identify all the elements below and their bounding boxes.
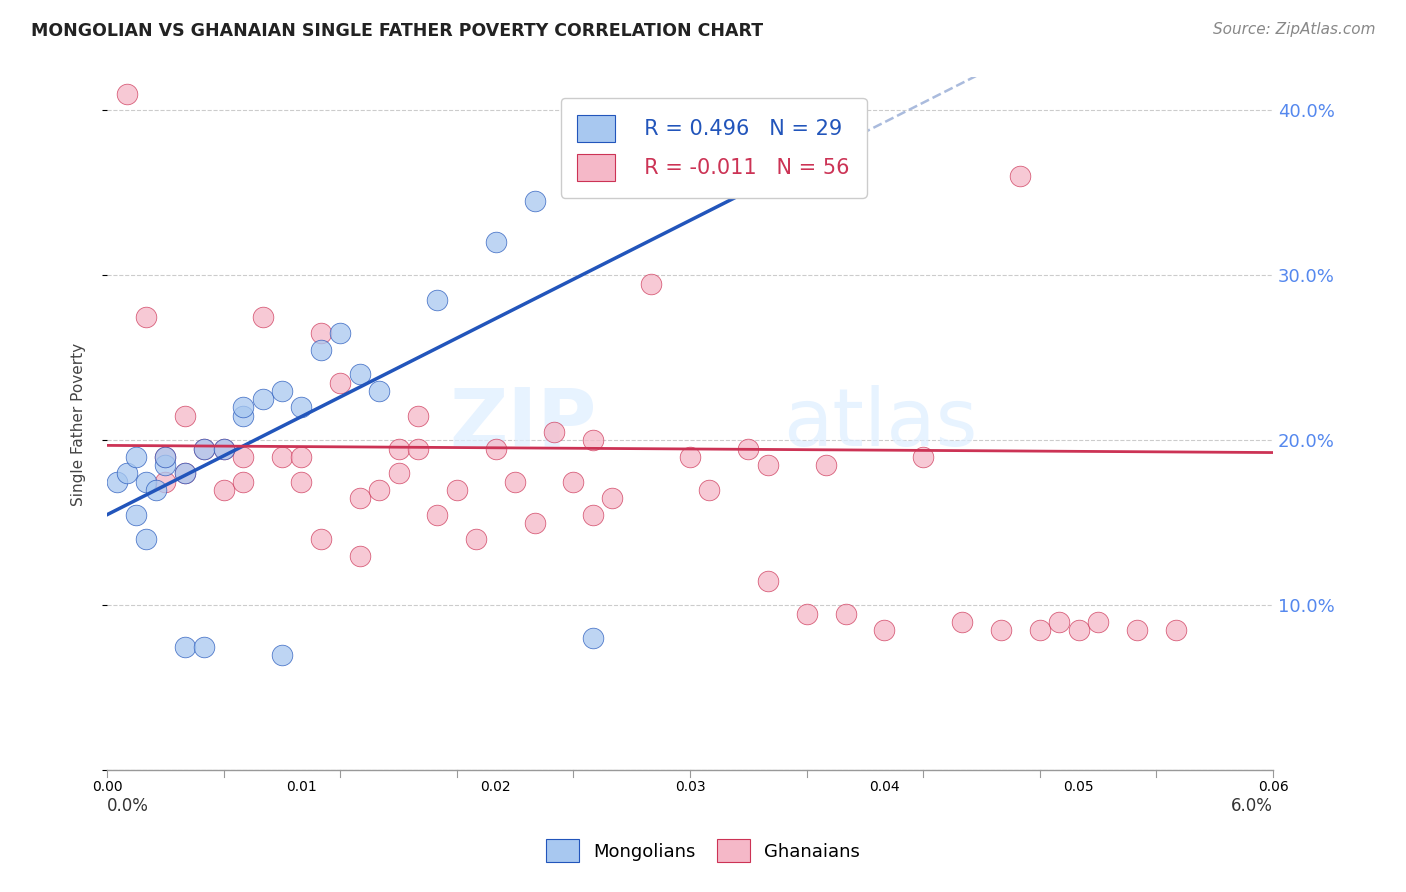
Point — [485, 235, 508, 250]
Point — [115, 87, 138, 101]
Point — [406, 409, 429, 423]
Point — [212, 442, 235, 456]
Text: 6.0%: 6.0% — [1232, 797, 1272, 814]
Point — [1010, 169, 1032, 184]
Point — [1067, 624, 1090, 638]
Point — [125, 450, 148, 464]
Point — [290, 401, 312, 415]
Point — [523, 194, 546, 209]
Point — [349, 549, 371, 563]
Point — [193, 442, 215, 456]
Point — [737, 442, 759, 456]
Point — [446, 483, 468, 497]
Point — [173, 409, 195, 423]
Point — [290, 450, 312, 464]
Point — [368, 384, 391, 398]
Point — [582, 632, 605, 646]
Point — [173, 467, 195, 481]
Point — [1126, 624, 1149, 638]
Point — [1164, 624, 1187, 638]
Point — [873, 624, 896, 638]
Point — [193, 640, 215, 654]
Point — [232, 475, 254, 489]
Point — [309, 326, 332, 341]
Point — [699, 483, 721, 497]
Point — [349, 491, 371, 506]
Legend:   R = 0.496   N = 29,   R = -0.011   N = 56: R = 0.496 N = 29, R = -0.011 N = 56 — [561, 98, 866, 198]
Point — [135, 475, 157, 489]
Point — [155, 475, 177, 489]
Point — [679, 450, 702, 464]
Point — [173, 640, 195, 654]
Point — [1029, 624, 1052, 638]
Point — [145, 483, 167, 497]
Text: ZIP: ZIP — [450, 385, 596, 463]
Point — [329, 326, 352, 341]
Point — [485, 442, 508, 456]
Point — [582, 508, 605, 522]
Point — [406, 442, 429, 456]
Point — [1087, 615, 1109, 629]
Point — [990, 624, 1012, 638]
Text: atlas: atlas — [783, 385, 977, 463]
Point — [796, 607, 818, 621]
Text: Source: ZipAtlas.com: Source: ZipAtlas.com — [1212, 22, 1375, 37]
Point — [640, 277, 662, 291]
Point — [465, 533, 488, 547]
Point — [523, 516, 546, 530]
Text: MONGOLIAN VS GHANAIAN SINGLE FATHER POVERTY CORRELATION CHART: MONGOLIAN VS GHANAIAN SINGLE FATHER POVE… — [31, 22, 763, 40]
Point — [309, 533, 332, 547]
Point — [756, 574, 779, 588]
Point — [232, 409, 254, 423]
Point — [1047, 615, 1070, 629]
Point — [155, 450, 177, 464]
Point — [155, 450, 177, 464]
Point — [232, 450, 254, 464]
Point — [387, 467, 409, 481]
Point — [387, 442, 409, 456]
Point — [252, 310, 274, 324]
Point — [193, 442, 215, 456]
Point — [912, 450, 935, 464]
Point — [562, 475, 585, 489]
Point — [271, 384, 294, 398]
Point — [105, 475, 128, 489]
Point — [756, 458, 779, 473]
Point — [271, 648, 294, 662]
Point — [602, 491, 624, 506]
Point — [834, 607, 856, 621]
Point — [503, 475, 526, 489]
Point — [329, 376, 352, 390]
Point — [426, 508, 449, 522]
Point — [426, 293, 449, 308]
Point — [950, 615, 973, 629]
Point — [135, 310, 157, 324]
Point — [582, 434, 605, 448]
Point — [679, 178, 702, 192]
Y-axis label: Single Father Poverty: Single Father Poverty — [72, 343, 86, 506]
Point — [232, 401, 254, 415]
Point — [368, 483, 391, 497]
Legend: Mongolians, Ghanaians: Mongolians, Ghanaians — [538, 832, 868, 870]
Point — [271, 450, 294, 464]
Point — [309, 343, 332, 357]
Point — [252, 392, 274, 407]
Point — [212, 483, 235, 497]
Point — [543, 425, 565, 440]
Point — [125, 508, 148, 522]
Point — [290, 475, 312, 489]
Point — [135, 533, 157, 547]
Point — [212, 442, 235, 456]
Text: 0.0%: 0.0% — [107, 797, 149, 814]
Point — [155, 458, 177, 473]
Point — [349, 368, 371, 382]
Point — [115, 467, 138, 481]
Point — [815, 458, 838, 473]
Point — [173, 467, 195, 481]
